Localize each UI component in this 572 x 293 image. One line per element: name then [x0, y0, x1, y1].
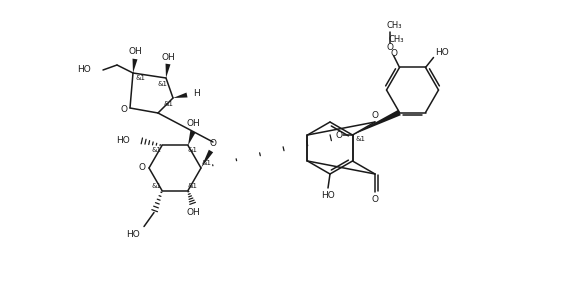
Text: O: O — [386, 43, 393, 52]
Polygon shape — [173, 93, 188, 98]
Text: OH: OH — [186, 208, 200, 217]
Polygon shape — [352, 110, 401, 135]
Polygon shape — [165, 64, 170, 78]
Text: HO: HO — [435, 48, 448, 57]
Text: &1: &1 — [136, 75, 146, 81]
Text: O: O — [121, 105, 128, 115]
Text: &1: &1 — [152, 183, 162, 188]
Text: HO: HO — [126, 230, 140, 239]
Text: OH: OH — [161, 52, 175, 62]
Text: O: O — [209, 139, 216, 149]
Text: HO: HO — [116, 136, 130, 145]
Polygon shape — [188, 131, 196, 146]
Text: O: O — [372, 110, 379, 120]
Text: O: O — [390, 49, 397, 58]
Text: H: H — [193, 88, 200, 98]
Text: HO: HO — [321, 190, 335, 200]
Text: OH: OH — [186, 119, 200, 128]
Text: OH: OH — [128, 47, 142, 57]
Text: &1: &1 — [188, 183, 198, 188]
Text: O: O — [335, 130, 342, 139]
Text: CH₃: CH₃ — [387, 21, 402, 30]
Text: &1: &1 — [152, 147, 162, 154]
Polygon shape — [133, 59, 137, 73]
Text: HO: HO — [77, 66, 91, 74]
Text: &1: &1 — [163, 101, 173, 107]
Text: &1: &1 — [201, 160, 211, 166]
Text: O: O — [138, 163, 145, 173]
Text: &1: &1 — [158, 81, 168, 87]
Text: &1: &1 — [188, 147, 198, 154]
Text: &1: &1 — [356, 136, 366, 142]
Text: O: O — [372, 195, 379, 204]
Text: CH₃: CH₃ — [389, 35, 404, 44]
Polygon shape — [201, 150, 213, 168]
